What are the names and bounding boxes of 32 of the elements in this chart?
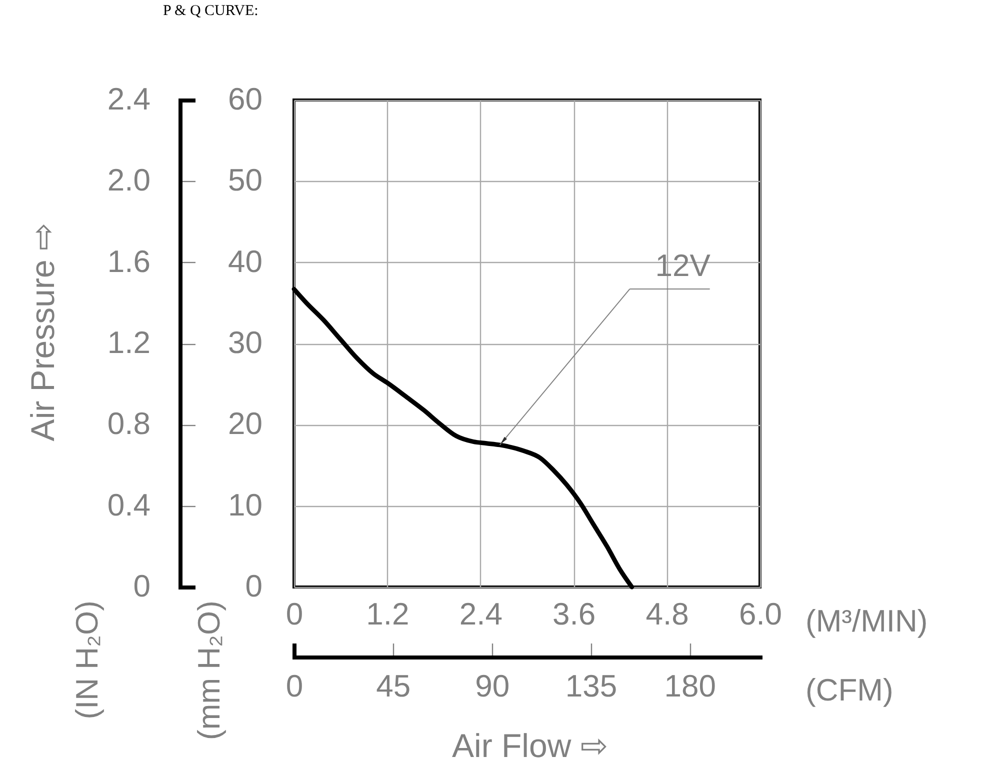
text: Air Flow ⇨: [452, 727, 608, 764]
y2-tick-label: 2.0: [107, 162, 150, 198]
x-tick-label: 6.0: [738, 596, 782, 632]
x2-tick-label: 180: [664, 668, 716, 704]
y-tick-label: 40: [228, 244, 262, 279]
y-tick-label: 60: [228, 82, 262, 116]
y-axis-title: (mm H₂O): [192, 600, 226, 740]
x-tick-label: 2.4: [459, 596, 502, 632]
y2-tick-label: 0: [133, 568, 150, 604]
y-tick-label: 0: [245, 568, 262, 604]
x-tick-label: 4.8: [646, 596, 689, 632]
y2-tick-label: 1.2: [107, 325, 150, 360]
x2-tick-label: 90: [475, 668, 510, 704]
x2-axis-title: (CFM): [806, 672, 894, 708]
y2-axis-title: (IN H₂O): [70, 600, 104, 720]
x2-tick-label: 135: [565, 668, 618, 704]
x2-tick-label: 0: [286, 668, 304, 704]
y-tick-label: 20: [228, 406, 262, 442]
chart-title: P & Q CURVE:: [163, 3, 258, 19]
text: Air Pressure ⇨: [24, 222, 61, 442]
y2-tick-label: 1.6: [107, 244, 150, 279]
x-axis-title: (M³/MIN): [806, 604, 928, 638]
y2-tick-label: 0.4: [107, 487, 150, 522]
x-tick-label: 0: [286, 596, 304, 632]
x-tick-label: 1.2: [366, 596, 410, 632]
x-tick-label: 3.6: [552, 596, 596, 632]
x2-tick-label: 45: [376, 668, 411, 704]
y-tick-label: 30: [228, 325, 262, 360]
y2-tick-label: 0.8: [107, 406, 150, 442]
y-tick-label: 10: [228, 487, 262, 522]
y2-tick-label: 2.4: [107, 82, 150, 116]
y-tick-label: 50: [228, 162, 262, 198]
